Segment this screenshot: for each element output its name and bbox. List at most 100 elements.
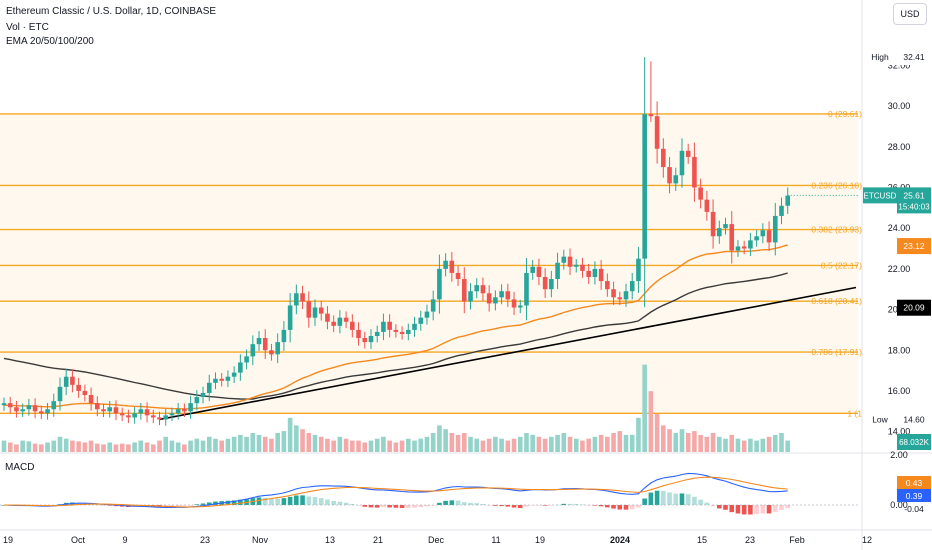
macd-histogram-bar bbox=[617, 505, 623, 510]
time-axis[interactable]: 19 Oct 9 23 Nov 13 21 Dec 11 19 2024 15 23 Feb 12 bbox=[3, 535, 872, 545]
macd-histogram-bar bbox=[505, 505, 511, 507]
macd-histogram-bar bbox=[399, 505, 405, 508]
volume-bar bbox=[586, 438, 591, 452]
volume-legend: Vol · ETC bbox=[6, 22, 49, 33]
macd-histogram-bar bbox=[318, 498, 324, 505]
time-tick-label: 12 bbox=[862, 535, 872, 545]
macd-histogram-bar bbox=[468, 502, 473, 505]
signal-value: 0.43 bbox=[906, 478, 923, 488]
volume-bar bbox=[132, 442, 137, 452]
candle-body bbox=[331, 321, 336, 326]
candle-body bbox=[45, 409, 50, 414]
volume-bar bbox=[729, 434, 735, 452]
candle-body bbox=[126, 415, 131, 418]
macd-histogram-bar bbox=[256, 497, 262, 505]
volume-bar bbox=[760, 438, 766, 452]
candle-body bbox=[710, 211, 716, 237]
macd-histogram-bar bbox=[592, 505, 598, 506]
volume-bar bbox=[443, 429, 448, 452]
candle-body bbox=[20, 409, 25, 412]
candle-body bbox=[356, 329, 361, 339]
high-tag-value: 32.41 bbox=[903, 52, 925, 62]
candle-body bbox=[760, 230, 766, 237]
candle-body bbox=[206, 382, 212, 393]
volume-bar bbox=[39, 444, 44, 452]
fibonacci-retracement[interactable]: 0 (29.61) 0.236 (26.10) 0.382 (23.93) 0.5 (… bbox=[0, 109, 862, 418]
candle-body bbox=[748, 240, 753, 249]
candle-body bbox=[101, 409, 106, 412]
macd-histogram-bar bbox=[412, 505, 417, 508]
candle-body bbox=[32, 405, 38, 412]
last-price-value: 25.61 bbox=[903, 190, 925, 200]
macd-histogram-bar bbox=[300, 495, 305, 505]
time-tick-label: 9 bbox=[122, 535, 127, 545]
macd-histogram-bar bbox=[517, 505, 523, 509]
candle-body bbox=[437, 268, 442, 300]
volume-bar bbox=[673, 433, 679, 452]
volume-bar bbox=[748, 438, 753, 452]
candle-body bbox=[107, 407, 113, 412]
macd-histogram-bar bbox=[225, 500, 231, 505]
volume-bar bbox=[306, 433, 312, 452]
macd-histogram-bar bbox=[238, 499, 243, 505]
macd-histogram-bar bbox=[374, 505, 380, 508]
time-tick-label: 13 bbox=[325, 535, 335, 545]
volume-bar bbox=[679, 429, 685, 452]
volume-bar bbox=[499, 438, 504, 452]
macd-histogram-bar bbox=[480, 503, 486, 505]
candle-body bbox=[88, 395, 94, 404]
candle-body bbox=[717, 228, 722, 237]
candle-body bbox=[381, 321, 386, 332]
candle-body bbox=[63, 376, 69, 387]
macd-histogram-bar bbox=[76, 502, 81, 505]
volume-bar bbox=[517, 436, 523, 452]
candle-body bbox=[231, 372, 237, 377]
candle-body bbox=[368, 336, 374, 343]
candle-body bbox=[132, 413, 137, 418]
chart-title: Ethereum Classic / U.S. Dollar, 1D, COIN… bbox=[6, 6, 217, 17]
volume-bar bbox=[592, 436, 598, 452]
volume-bar bbox=[685, 433, 691, 452]
volume-bar bbox=[580, 440, 585, 452]
ema-20-tag: 23.12 bbox=[897, 238, 931, 255]
symbol-tag: ETCUSD bbox=[864, 191, 897, 200]
time-tick-label: 15 bbox=[697, 535, 707, 545]
volume-bar bbox=[785, 440, 791, 452]
volume-bar bbox=[368, 440, 374, 452]
volume-bar bbox=[430, 433, 436, 452]
macd-histogram-bar bbox=[461, 502, 467, 505]
candle-body bbox=[617, 297, 623, 300]
candle-body bbox=[169, 413, 175, 416]
currency-button[interactable]: USD bbox=[893, 3, 927, 25]
volume-bar bbox=[356, 440, 361, 452]
volume-bar bbox=[126, 444, 131, 452]
candle-body bbox=[530, 266, 535, 273]
volume-bar bbox=[188, 440, 193, 452]
signal-value-bg bbox=[897, 476, 931, 489]
candle-body bbox=[306, 301, 312, 318]
moving-averages bbox=[3, 244, 788, 410]
trendline[interactable] bbox=[159, 286, 857, 421]
time-tick-label: Nov bbox=[252, 535, 269, 545]
price-axis[interactable]: 32.0030.0028.0026.0024.0022.0020.0018.00… bbox=[787, 49, 931, 450]
price-tick-label: 28.00 bbox=[888, 142, 911, 152]
macd-histogram-bar bbox=[362, 505, 368, 507]
price-tick-label: 30.00 bbox=[888, 101, 911, 111]
volume-bar bbox=[741, 440, 747, 452]
macd-histogram-bar bbox=[169, 505, 175, 507]
candle-body bbox=[343, 317, 349, 322]
last-price-tag-bg bbox=[897, 187, 931, 214]
volume-bar bbox=[393, 442, 399, 452]
volume-bar bbox=[318, 436, 324, 452]
ema-legend: EMA 20/50/100/200 bbox=[6, 36, 94, 47]
volume-bar bbox=[200, 440, 206, 452]
macd-histogram-bar bbox=[287, 496, 293, 505]
candle-body bbox=[729, 224, 735, 251]
candle-body bbox=[350, 321, 355, 330]
support-trendline bbox=[159, 286, 857, 421]
candle-body bbox=[70, 376, 75, 385]
high-tag-value-bg bbox=[897, 49, 931, 66]
macd-histogram-bar bbox=[741, 505, 747, 515]
volume-bar bbox=[399, 440, 405, 452]
